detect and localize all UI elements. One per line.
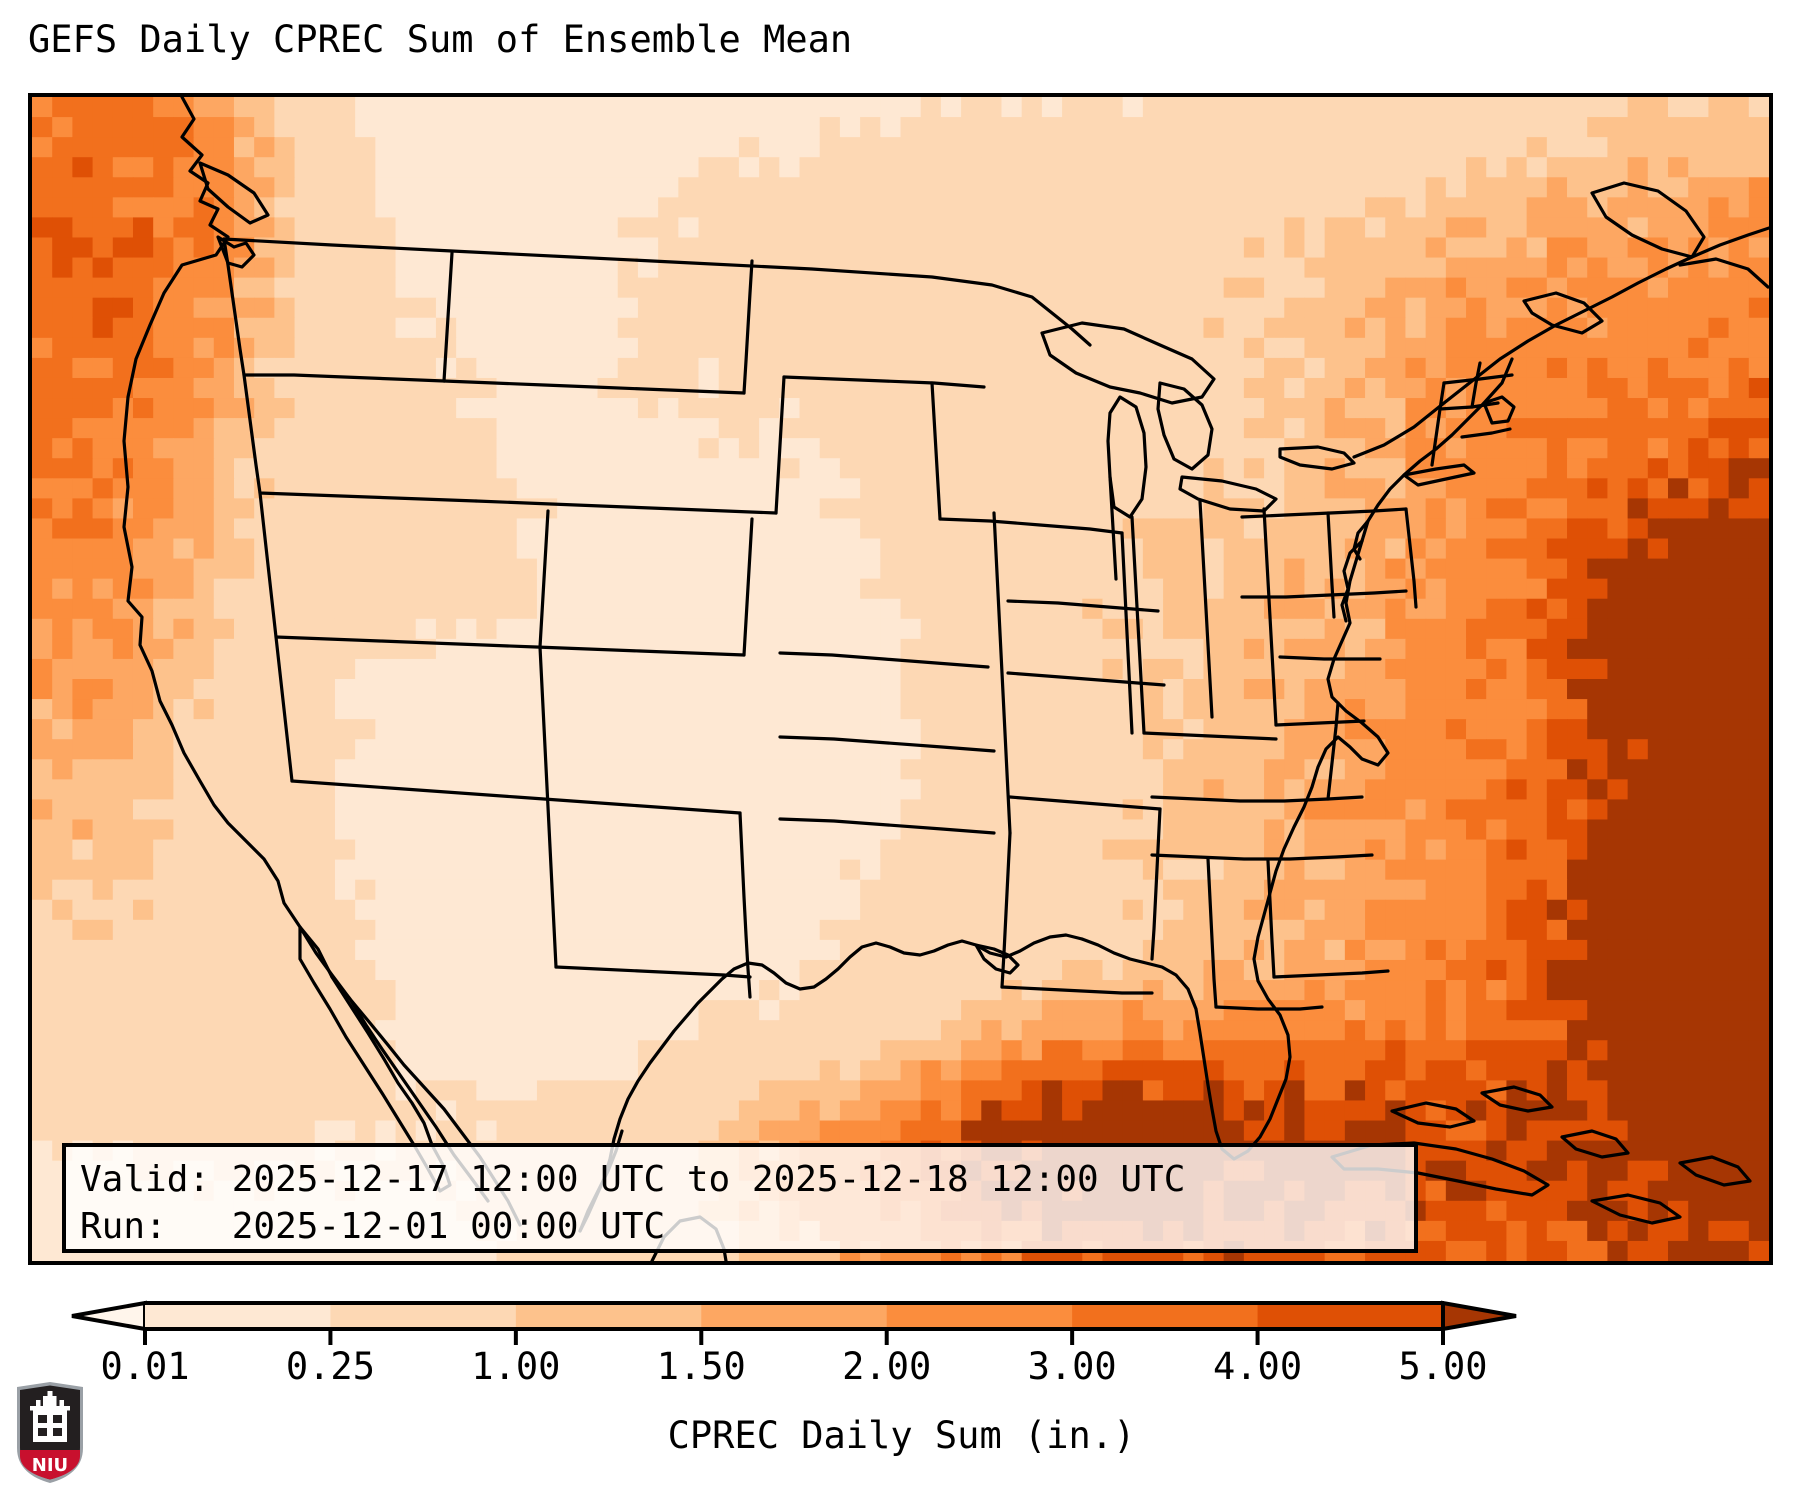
logo-castle-windows — [38, 1415, 62, 1436]
colorbar-tick-0-01: 0.01 — [100, 1345, 190, 1388]
precipitation-grid — [32, 97, 1769, 1261]
colorbar-tick-1-50: 1.50 — [656, 1345, 746, 1388]
colorbar-title: CPREC Daily Sum (in.) — [667, 1414, 1136, 1457]
page-title: GEFS Daily CPREC Sum of Ensemble Mean — [28, 18, 853, 61]
geographic-outlines — [122, 97, 1769, 1261]
precipitation-map — [32, 97, 1769, 1261]
colorbar-tick-2-00: 2.00 — [842, 1345, 932, 1388]
run-time-text: Run: 2025-12-01 00:00 UTC — [80, 1206, 666, 1247]
colorbar-tick-5-00: 5.00 — [1398, 1345, 1488, 1388]
colorbar-tick-4-00: 4.00 — [1213, 1345, 1303, 1388]
colorbar-tick-3-00: 3.00 — [1027, 1345, 1117, 1388]
annotation-info-box: Valid: 2025-12-17 12:00 UTC to 2025-12-1… — [62, 1143, 1418, 1253]
colorbar-tick-labels: 0.01 0.25 1.00 1.50 2.00 3.00 4.00 5.00 — [0, 1345, 1803, 1405]
colorbar[interactable] — [0, 1290, 1803, 1350]
colorbar-tick-0-25: 0.25 — [285, 1345, 375, 1388]
colorbar-svg — [71, 1300, 1517, 1345]
logo-text: NIU — [32, 1455, 68, 1476]
map-panel[interactable] — [28, 93, 1773, 1265]
logo-castle-icon — [30, 1391, 70, 1442]
logo-shield-red — [20, 1450, 80, 1480]
colorbar-tick-1-00: 1.00 — [471, 1345, 561, 1388]
niu-logo: NIU — [17, 1382, 83, 1483]
valid-time-text: Valid: 2025-12-17 12:00 UTC to 2025-12-1… — [80, 1159, 1186, 1200]
